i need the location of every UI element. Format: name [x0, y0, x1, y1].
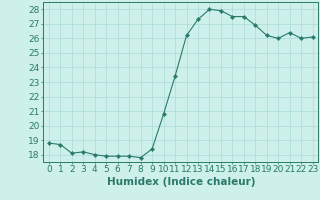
X-axis label: Humidex (Indice chaleur): Humidex (Indice chaleur): [107, 177, 255, 187]
